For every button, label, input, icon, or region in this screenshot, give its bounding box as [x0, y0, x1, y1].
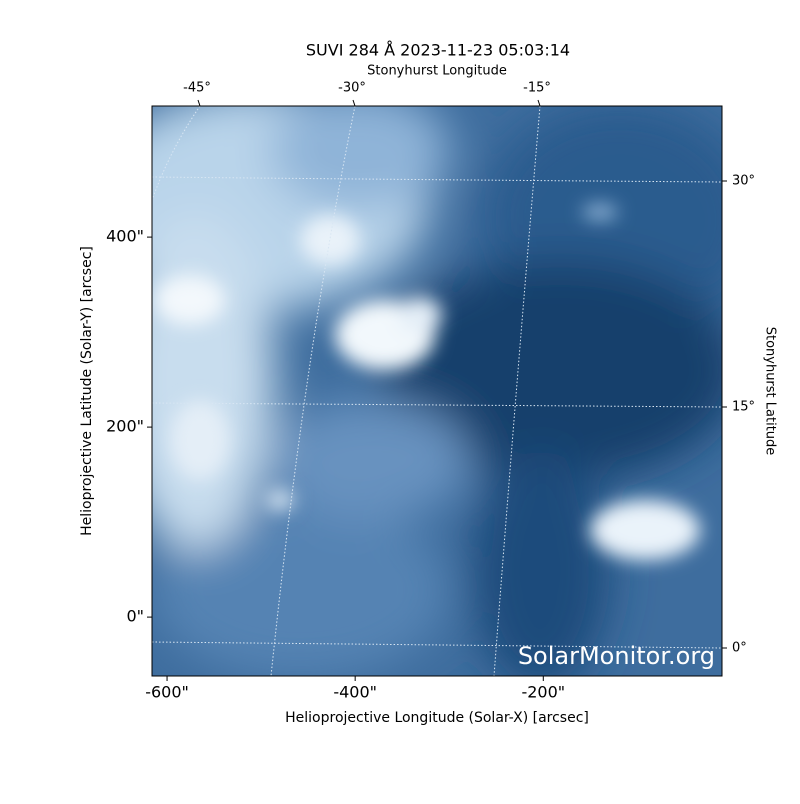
x-tick-label: -600": [145, 683, 189, 702]
right-tick-label: 0°: [732, 641, 747, 656]
y-axis-label: Helioprojective Latitude (Solar-Y) [arcs…: [79, 246, 95, 536]
y-tick-label: 400": [106, 227, 144, 246]
right-tick-label: 15°: [732, 400, 755, 415]
y-tick-label: 200": [106, 417, 144, 436]
solar-image: [152, 106, 722, 676]
right-axis-label: Stonyhurst Latitude: [763, 327, 778, 456]
top-tick-label: -30°: [338, 81, 366, 96]
top-tick-label: -45°: [183, 81, 211, 96]
top-tick-label: -15°: [523, 81, 551, 96]
watermark: SolarMonitor.org: [518, 642, 715, 670]
plot-frame: [151, 105, 723, 677]
chart-title: SUVI 284 Å 2023-11-23 05:03:14: [306, 41, 570, 60]
top-axis-label: Stonyhurst Longitude: [367, 64, 507, 79]
y-tick-label: 0": [126, 607, 144, 626]
stonyhurst-grid: [151, 105, 723, 677]
x-tick-label: -400": [333, 683, 377, 702]
top-tick: [537, 99, 541, 107]
right-tick-label: 30°: [732, 174, 755, 189]
x-tick-label: -200": [521, 683, 565, 702]
top-tick: [197, 99, 201, 107]
top-tick: [352, 99, 356, 107]
x-axis-label: Helioprojective Longitude (Solar-X) [arc…: [285, 710, 589, 726]
